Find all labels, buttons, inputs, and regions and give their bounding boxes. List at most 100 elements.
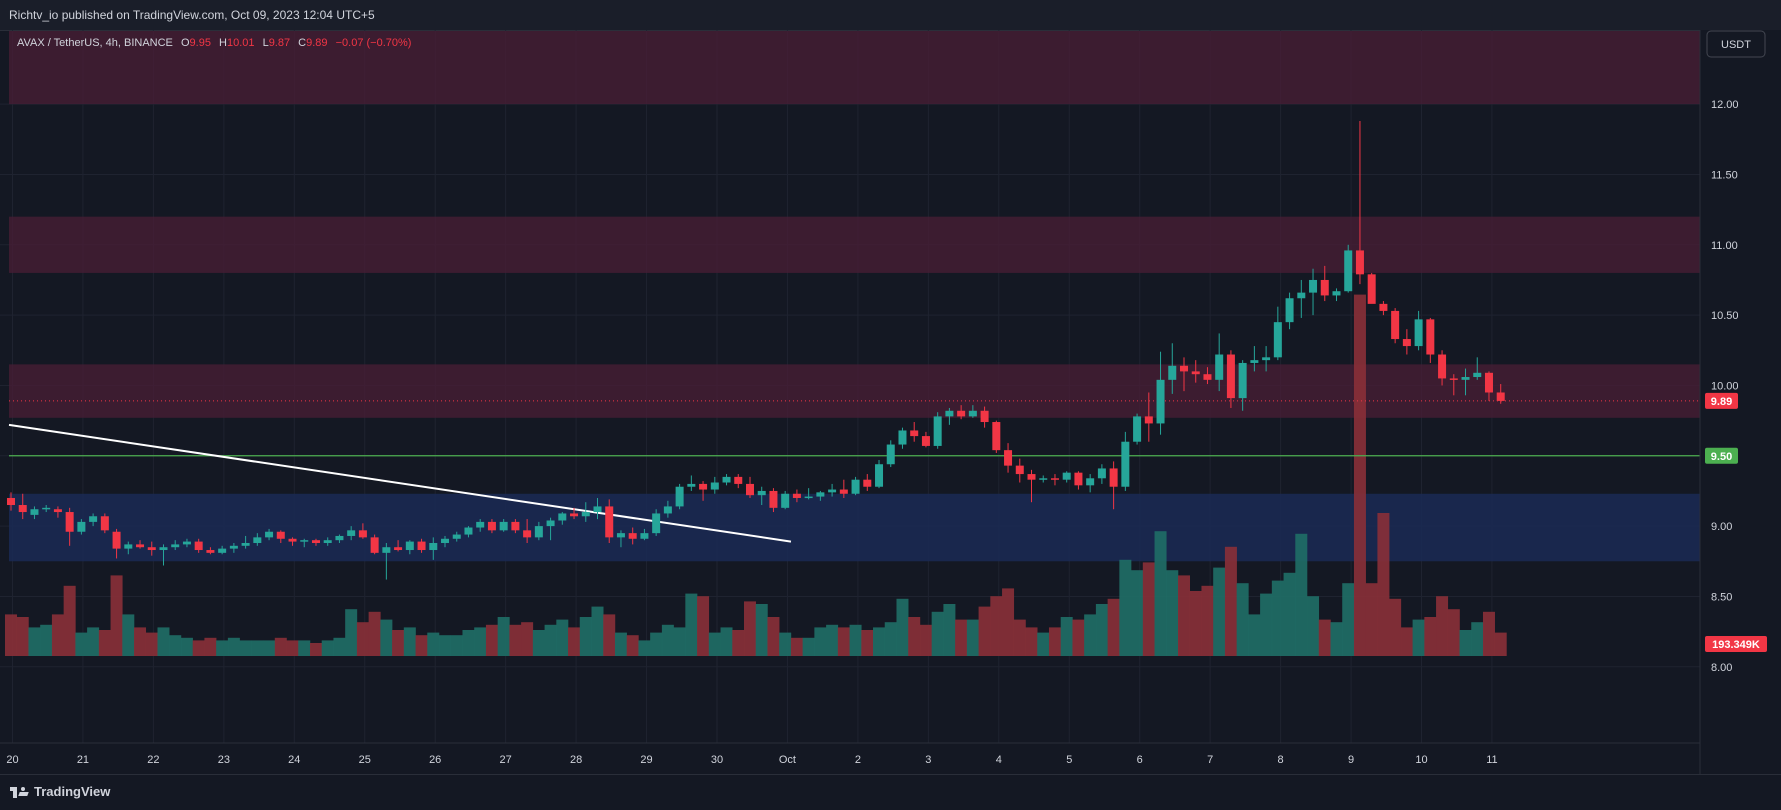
- candle-body: [1285, 298, 1294, 323]
- volume-bar: [908, 617, 921, 656]
- volume-bar: [1048, 627, 1061, 656]
- currency-button[interactable]: USDT: [1706, 30, 1766, 58]
- candle-body: [370, 537, 379, 553]
- volume-bar: [966, 619, 979, 656]
- volume-bar: [779, 632, 792, 656]
- volume-bar: [321, 640, 334, 656]
- volume-bar: [767, 617, 780, 656]
- volume-bar: [415, 635, 428, 656]
- volume-bar: [990, 596, 1003, 656]
- volume-bar: [216, 640, 229, 656]
- candle-body: [1344, 250, 1353, 292]
- legend-symbol: AVAX / TetherUS, 4h, BINANCE: [17, 37, 173, 49]
- volume-bar: [485, 624, 498, 656]
- candle-body: [1496, 392, 1505, 401]
- candle-body: [1449, 378, 1458, 380]
- time-tick-label: 9: [1348, 754, 1354, 766]
- candle-body: [1226, 354, 1235, 399]
- legend-l-value: 9.87: [269, 37, 290, 49]
- volume-bar: [849, 624, 862, 656]
- candle-body: [171, 544, 180, 548]
- candle-body: [1461, 377, 1470, 380]
- candle-body: [1004, 450, 1013, 466]
- candle-body: [229, 545, 238, 549]
- volume-bar: [521, 622, 534, 656]
- legend-o-label: O: [181, 37, 190, 49]
- time-tick-label: 3: [925, 754, 931, 766]
- candle-body: [945, 410, 954, 417]
- candle-body: [886, 444, 895, 465]
- candle-body: [218, 548, 227, 553]
- volume-bar: [1213, 567, 1226, 656]
- candle-body: [194, 541, 203, 551]
- candle-body: [1062, 472, 1071, 480]
- candle-body: [921, 436, 930, 446]
- candle-body: [452, 534, 461, 539]
- volume-bar: [685, 593, 698, 656]
- price-tick-label: 9.00: [1711, 521, 1732, 533]
- tradingview-logo[interactable]: TradingView: [10, 784, 110, 799]
- volume-bar: [697, 596, 710, 656]
- candle-body: [687, 483, 696, 487]
- candle-body: [804, 496, 813, 499]
- support-line-tag-label: 9.50: [1711, 451, 1732, 463]
- currency-label[interactable]: USDT: [1721, 39, 1751, 51]
- volume-bar: [439, 635, 452, 656]
- candle-body: [1484, 372, 1493, 393]
- volume-bar: [1424, 617, 1437, 656]
- volume-bar: [943, 604, 956, 656]
- candle-body: [1168, 365, 1177, 380]
- last-price-tag-label: 9.89: [1711, 396, 1732, 408]
- resistance-zone: [9, 216, 1700, 273]
- volume-bar: [450, 635, 463, 656]
- volume-bar: [896, 598, 909, 656]
- price-tick-label: 10.00: [1711, 380, 1739, 392]
- volume-tag-label: 193.349K: [1712, 639, 1760, 651]
- candle-body: [980, 410, 989, 423]
- legend-h-value: 10.01: [227, 37, 255, 49]
- candle-body: [605, 506, 614, 538]
- tradingview-icon: [10, 785, 29, 799]
- time-tick-label: 8: [1278, 754, 1284, 766]
- volume-bar: [837, 627, 850, 656]
- candlestick-chart[interactable]: 12.00 11.50 11.00 10.50 10.00 9.50 9.00 8.50 8.0…: [0, 30, 1781, 774]
- time-tick-label: 5: [1066, 754, 1072, 766]
- candle-body: [581, 512, 590, 517]
- volume-bar: [1131, 570, 1144, 656]
- volume-bar: [40, 624, 53, 656]
- volume-bar: [180, 637, 193, 656]
- candle-body: [429, 542, 438, 551]
- volume-bar: [87, 627, 100, 656]
- volume-bar: [1119, 559, 1132, 656]
- volume-bar: [251, 640, 264, 656]
- candle-body: [640, 533, 649, 539]
- volume-bar: [1013, 619, 1026, 656]
- volume-bars: [5, 294, 1507, 656]
- candle-body: [136, 544, 145, 548]
- candle-body: [851, 479, 860, 494]
- candle-body: [839, 489, 848, 494]
- volume-bar: [51, 614, 64, 656]
- legend-o-value: 9.95: [190, 37, 211, 49]
- volume-bar: [1142, 562, 1155, 656]
- candle-body: [1367, 274, 1376, 304]
- candle-body: [276, 531, 285, 539]
- volume-bar: [732, 630, 745, 656]
- candle-body: [1086, 478, 1095, 486]
- candle-body: [1355, 250, 1364, 275]
- candle-body: [1015, 465, 1024, 475]
- volume-bar: [286, 640, 299, 656]
- volume-bar: [274, 637, 287, 656]
- legend-l-label: L: [263, 37, 269, 49]
- volume-bar: [1353, 294, 1366, 656]
- candle-body: [394, 547, 403, 551]
- volume-bar: [978, 606, 991, 656]
- volume-bar: [955, 619, 968, 656]
- candle-body: [1191, 371, 1200, 375]
- chart-area[interactable]: 12.00 11.50 11.00 10.50 10.00 9.50 9.00 8.50 8.0…: [0, 30, 1781, 774]
- volume-bar: [1248, 614, 1261, 656]
- volume-bar: [568, 627, 581, 656]
- volume-bar: [1154, 531, 1167, 656]
- volume-bar: [1365, 583, 1378, 656]
- volume-bar: [579, 617, 592, 656]
